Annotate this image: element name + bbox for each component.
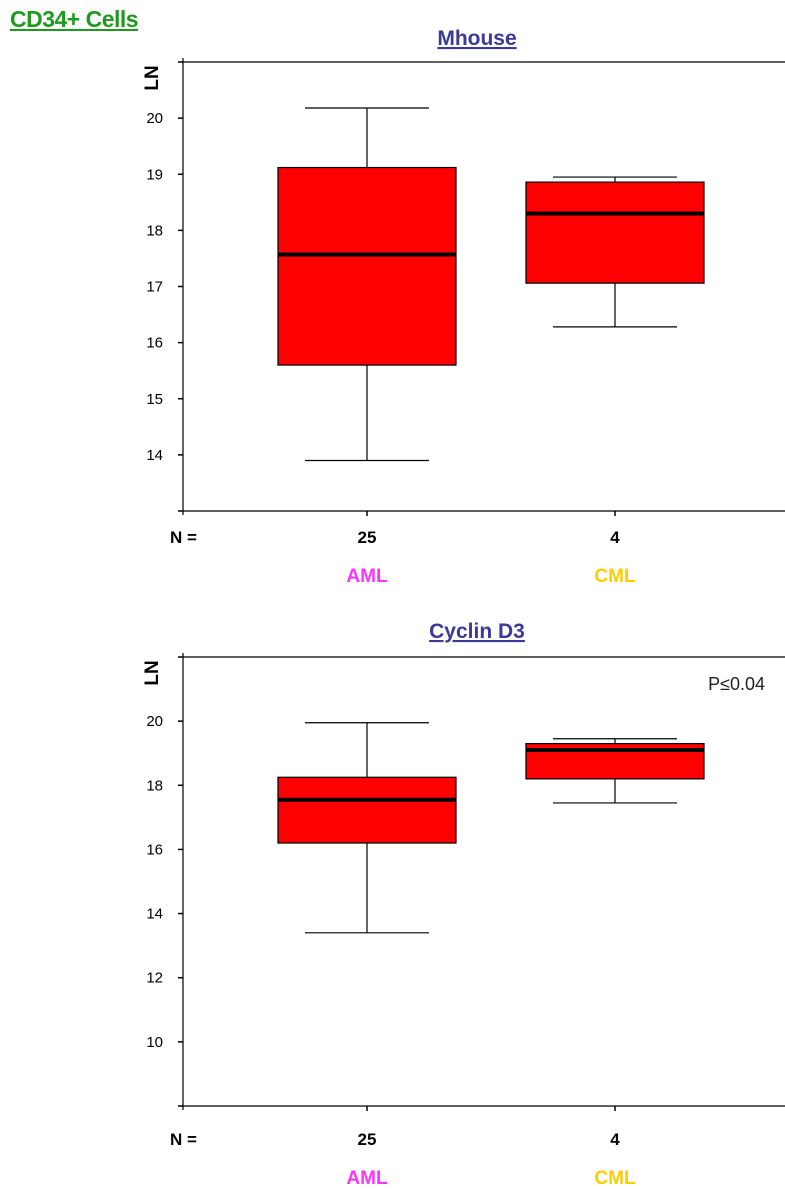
panel-title: Mhouse bbox=[437, 27, 516, 50]
box-iqr bbox=[525, 181, 705, 284]
category-label: AML bbox=[346, 566, 388, 587]
n-value: 4 bbox=[610, 528, 620, 547]
page-title: CD34+ Cells bbox=[10, 6, 139, 32]
y-tick-label: 14 bbox=[146, 447, 163, 464]
y-tick-label: 10 bbox=[146, 1034, 163, 1051]
box-iqr bbox=[277, 166, 457, 366]
n-value: 25 bbox=[358, 1130, 377, 1149]
p-value-annotation: P≤0.04 bbox=[708, 674, 765, 694]
y-tick-label: 12 bbox=[146, 970, 163, 987]
y-axis-label: LN bbox=[142, 660, 163, 685]
y-tick-label: 18 bbox=[146, 777, 163, 794]
box-iqr bbox=[277, 776, 457, 844]
y-tick-label: 16 bbox=[146, 335, 163, 352]
y-tick-label: 14 bbox=[146, 906, 163, 923]
panel-title: Cyclin D3 bbox=[429, 620, 525, 643]
y-tick-label: 15 bbox=[146, 391, 163, 408]
y-axis-label: LN bbox=[142, 65, 163, 90]
n-value: 4 bbox=[610, 1130, 620, 1149]
y-tick-label: 20 bbox=[146, 110, 163, 127]
y-tick-label: 19 bbox=[146, 166, 163, 183]
y-tick-label: 18 bbox=[146, 222, 163, 239]
category-label: CML bbox=[594, 566, 636, 587]
category-label: AML bbox=[346, 1168, 388, 1189]
n-prefix-label: N = bbox=[170, 528, 197, 547]
y-tick-label: 16 bbox=[146, 841, 163, 858]
y-tick-label: 20 bbox=[146, 713, 163, 730]
y-tick-label: 17 bbox=[146, 279, 163, 296]
n-prefix-label: N = bbox=[170, 1130, 197, 1149]
category-label: CML bbox=[594, 1168, 636, 1189]
n-value: 25 bbox=[358, 528, 377, 547]
